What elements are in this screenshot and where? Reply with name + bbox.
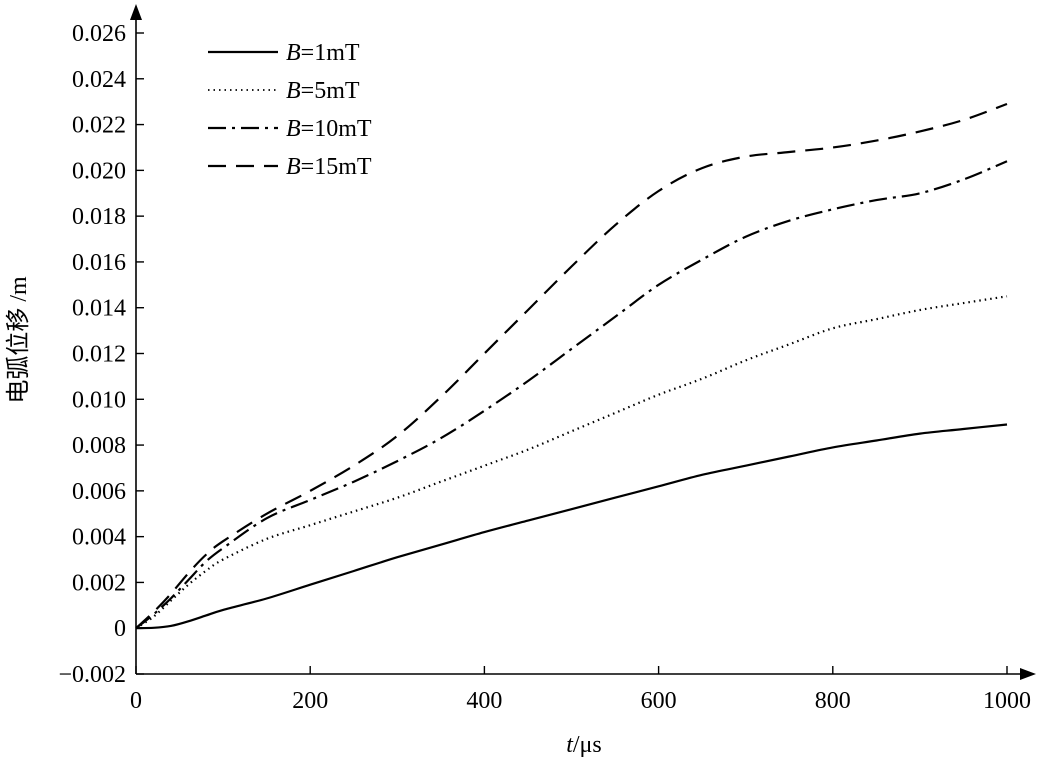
y-tick-label: 0.012 — [72, 342, 126, 368]
y-tick-label: 0.010 — [72, 387, 126, 413]
x-tick-label: 0 — [130, 688, 142, 714]
y-tick-label: −0.002 — [58, 662, 126, 688]
legend: B=1mT B=5mT B=10mT B=15mT — [208, 40, 372, 180]
y-tick-label: 0.004 — [72, 525, 126, 551]
x-tick-label: 800 — [815, 688, 851, 714]
x-tick-label: 400 — [466, 688, 502, 714]
x-tick-label: 200 — [292, 688, 328, 714]
series-lines — [135, 102, 1008, 630]
legend-label: B=10mT — [286, 116, 372, 142]
y-tick-label: 0.020 — [72, 158, 126, 184]
y-tick-label: 0.014 — [72, 296, 126, 322]
y-tick-label: 0.018 — [72, 204, 126, 230]
series-line-1 — [135, 423, 1008, 630]
y-tick-label: 0.008 — [72, 433, 126, 459]
legend-label: B=1mT — [286, 40, 360, 66]
x-axis-arrow — [1020, 668, 1036, 680]
y-tick-label: 0.026 — [72, 21, 126, 47]
x-tick-label: 600 — [641, 688, 677, 714]
axes — [130, 4, 1036, 680]
y-tick-label: 0.006 — [72, 479, 126, 505]
series-line-2 — [135, 295, 1008, 630]
series-line-3 — [135, 160, 1008, 630]
x-tick-label: 1000 — [983, 688, 1031, 714]
series-line-4 — [135, 102, 1008, 630]
y-tick-label: 0 — [114, 616, 126, 642]
y-tick-label: 0.016 — [72, 250, 126, 276]
legend-label: B=15mT — [286, 154, 372, 180]
y-tick-label: 0.022 — [72, 113, 126, 139]
axis-titles: t/μs 电弧位移 /m — [5, 276, 602, 758]
legend-label: B=5mT — [286, 78, 360, 104]
y-axis-title: 电弧位移 /m — [5, 276, 32, 404]
axis-ticks: 0 200 400 600 800 1000−0.00200.0020.0040.0060… — [58, 21, 1031, 714]
x-axis-title: t/μs — [566, 732, 602, 758]
y-axis-arrow — [130, 4, 142, 20]
y-tick-label: 0.002 — [72, 570, 126, 596]
y-tick-label: 0.024 — [72, 67, 126, 93]
